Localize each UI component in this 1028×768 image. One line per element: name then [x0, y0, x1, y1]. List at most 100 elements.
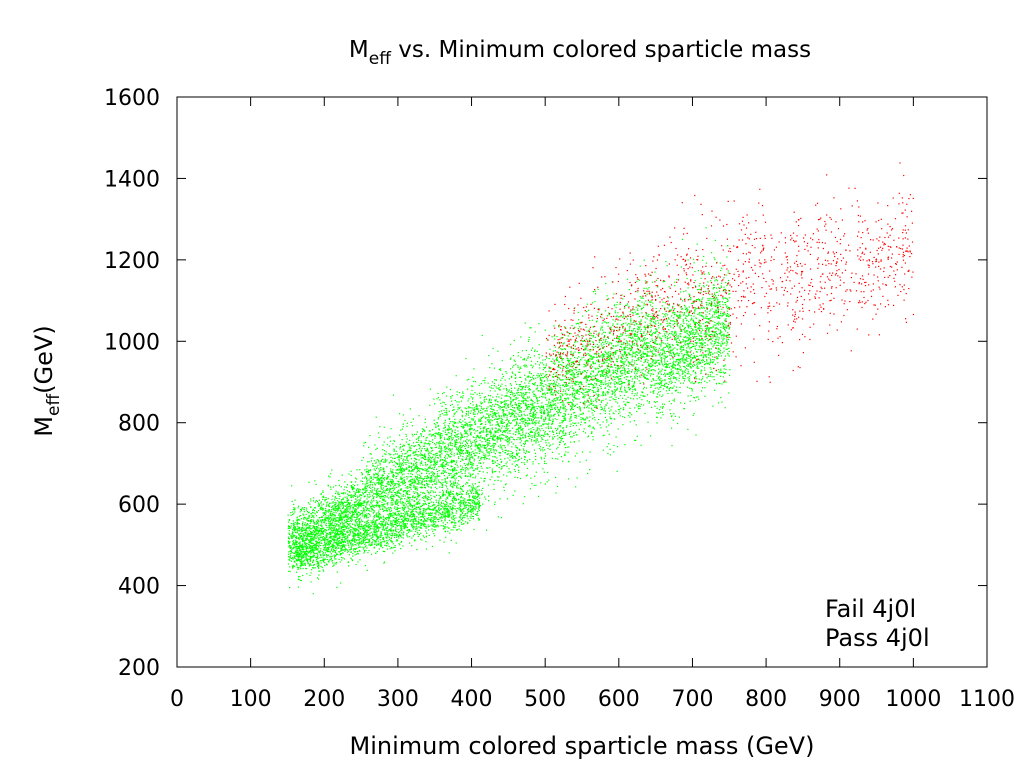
pass-point	[380, 485, 382, 487]
pass-point	[306, 523, 309, 525]
pass-point	[391, 471, 393, 473]
pass-point	[444, 456, 446, 458]
pass-point	[441, 494, 443, 496]
pass-point	[383, 467, 385, 469]
pass-point	[418, 447, 421, 450]
pass-point	[492, 439, 495, 441]
pass-point	[329, 520, 331, 522]
pass-point	[376, 478, 378, 480]
pass-point	[483, 427, 486, 429]
pass-point	[501, 373, 504, 375]
pass-point	[503, 403, 505, 405]
pass-point	[483, 437, 486, 439]
pass-point	[433, 468, 435, 470]
pass-point	[498, 429, 500, 431]
pass-point	[317, 505, 319, 507]
pass-point	[468, 454, 470, 456]
pass-point	[322, 512, 324, 514]
pass-point	[391, 491, 393, 494]
pass-point	[571, 378, 573, 380]
pass-point	[402, 469, 404, 471]
pass-point	[333, 529, 335, 531]
pass-point	[327, 518, 329, 520]
pass-point	[397, 484, 399, 486]
pass-point	[500, 480, 502, 482]
pass-point	[428, 455, 430, 457]
pass-point	[476, 444, 479, 446]
pass-point	[455, 426, 457, 428]
pass-point	[390, 470, 392, 472]
pass-point	[469, 489, 471, 491]
pass-point	[337, 532, 339, 534]
pass-point	[457, 438, 460, 440]
pass-point	[390, 504, 392, 506]
pass-point	[484, 447, 486, 449]
pass-point	[522, 422, 524, 424]
pass-point	[393, 454, 395, 456]
pass-point	[461, 442, 464, 444]
pass-point	[399, 463, 401, 465]
pass-point	[519, 376, 521, 378]
pass-point	[339, 524, 341, 526]
pass-point	[360, 497, 362, 499]
pass-point	[385, 540, 387, 542]
pass-point	[362, 504, 364, 506]
pass-point	[450, 436, 452, 438]
pass-point	[412, 510, 414, 512]
pass-point	[302, 525, 304, 527]
pass-point	[462, 466, 464, 468]
pass-point	[539, 409, 541, 411]
pass-point	[325, 539, 328, 541]
pass-point	[359, 494, 361, 497]
pass-point	[454, 422, 456, 424]
pass-point	[413, 485, 415, 487]
pass-point	[374, 469, 376, 471]
pass-point	[417, 481, 419, 483]
pass-point	[332, 521, 334, 523]
pass-point	[398, 489, 400, 491]
pass-point	[428, 473, 430, 475]
pass-point	[474, 381, 477, 383]
pass-point	[374, 493, 377, 495]
pass-point	[494, 461, 496, 463]
pass-point	[445, 414, 447, 416]
pass-point	[462, 436, 464, 438]
pass-point	[398, 457, 401, 459]
pass-point	[421, 472, 423, 474]
pass-point	[572, 388, 574, 390]
pass-point	[334, 505, 336, 507]
pass-point	[373, 468, 375, 470]
pass-point	[294, 556, 296, 558]
pass-point	[381, 544, 383, 546]
pass-point	[468, 475, 470, 477]
pass-point	[402, 508, 404, 510]
pass-point	[496, 421, 498, 423]
pass-point	[488, 451, 490, 453]
pass-point	[394, 494, 396, 496]
pass-point	[366, 569, 368, 571]
pass-point	[361, 540, 363, 542]
pass-point	[478, 503, 480, 505]
pass-point	[334, 533, 336, 535]
pass-point	[294, 526, 296, 529]
pass-point	[308, 511, 310, 513]
pass-point	[407, 497, 409, 499]
pass-point	[416, 448, 418, 451]
pass-point	[481, 456, 483, 458]
pass-point	[420, 454, 422, 456]
pass-point	[451, 461, 453, 463]
pass-point	[506, 461, 508, 463]
pass-point	[349, 517, 351, 519]
pass-point	[467, 446, 469, 448]
pass-point	[341, 522, 343, 524]
pass-point	[301, 527, 303, 529]
pass-point	[504, 431, 506, 433]
pass-point	[439, 475, 441, 477]
pass-point	[450, 432, 452, 435]
pass-point	[350, 516, 352, 518]
pass-point	[451, 483, 453, 485]
pass-point	[414, 486, 417, 488]
pass-point	[448, 432, 450, 434]
pass-point	[381, 488, 383, 491]
pass-point	[324, 538, 326, 540]
